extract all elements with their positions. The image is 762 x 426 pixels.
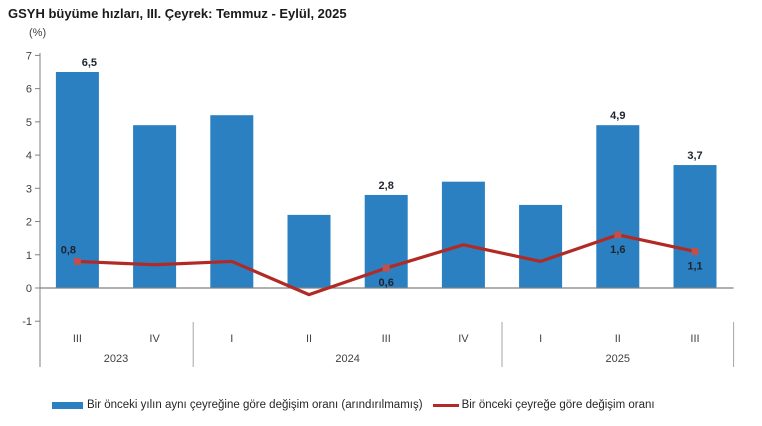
quarter-label-IV-2023: IV	[149, 333, 160, 345]
y-tick-label: 3	[26, 183, 32, 195]
y-tick-label: -1	[22, 316, 32, 328]
line-series-label: Bir önceki çeyreğe göre değişim oranı	[461, 399, 655, 411]
bar-II-2025	[596, 125, 640, 288]
line-value-label: 0,6	[379, 277, 394, 289]
y-tick-label: 4	[26, 150, 32, 162]
quarter-label-III-2025: III	[690, 333, 699, 345]
bar-series-label: Bir önceki yılın aynı çeyreğine göre değ…	[87, 399, 423, 411]
line-value-label: 1,6	[610, 244, 625, 256]
bar-IV-2023	[133, 125, 177, 288]
y-tick-label: 6	[26, 84, 32, 96]
y-axis-unit-label: (%)	[29, 27, 47, 39]
line-value-label: 1,1	[687, 260, 702, 272]
year-label-2024: 2024	[335, 353, 359, 365]
quarter-label-I-2024: I	[230, 333, 233, 345]
bar-IV-2024	[441, 181, 485, 288]
bar-I-2024	[210, 115, 254, 288]
y-tick-label: 2	[26, 217, 32, 229]
line-marker-III-2023	[73, 257, 81, 265]
bar-III-2025	[673, 165, 717, 288]
quarter-label-I-2025: I	[539, 333, 542, 345]
bar-II-2024	[287, 214, 331, 288]
legend-item-line-series: Bir önceki çeyreğe göre değişim oranı	[432, 399, 655, 411]
quarter-label-II-2025: II	[615, 333, 621, 345]
legend-item-bar-series: Bir önceki yılın aynı çeyreğine göre değ…	[52, 399, 423, 411]
chart-legend: Bir önceki yılın aynı çeyreğine göre değ…	[52, 399, 754, 411]
bar-value-label: 4,9	[610, 110, 625, 122]
line-value-label: 0,8	[61, 244, 76, 256]
quarter-label-III-2024: III	[382, 333, 391, 345]
bar-value-label: 2,8	[379, 180, 394, 192]
y-tick-label: 0	[26, 283, 32, 295]
bar-value-label: 6,5	[82, 57, 97, 69]
y-tick-label: 1	[26, 250, 32, 262]
quarter-label-III-2023: III	[73, 333, 82, 345]
year-label-2023: 2023	[104, 353, 128, 365]
quarter-label-II-2024: II	[306, 333, 312, 345]
chart-title: GSYH büyüme hızları, III. Çeyrek: Temmuz…	[8, 6, 347, 21]
bar-value-label: 3,7	[687, 150, 702, 162]
y-tick-label: 7	[26, 50, 32, 62]
quarter-label-IV-2024: IV	[458, 333, 469, 345]
line-marker-II-2025	[614, 231, 622, 239]
y-tick-label: 5	[26, 117, 32, 129]
bar-series-swatch	[52, 401, 83, 409]
bar-I-2025	[519, 204, 563, 288]
line-marker-III-2025	[691, 247, 699, 255]
line-marker-III-2024	[382, 264, 390, 272]
bar-III-2023	[55, 72, 99, 288]
year-label-2025: 2025	[606, 353, 630, 365]
line-series-swatch	[432, 403, 459, 407]
